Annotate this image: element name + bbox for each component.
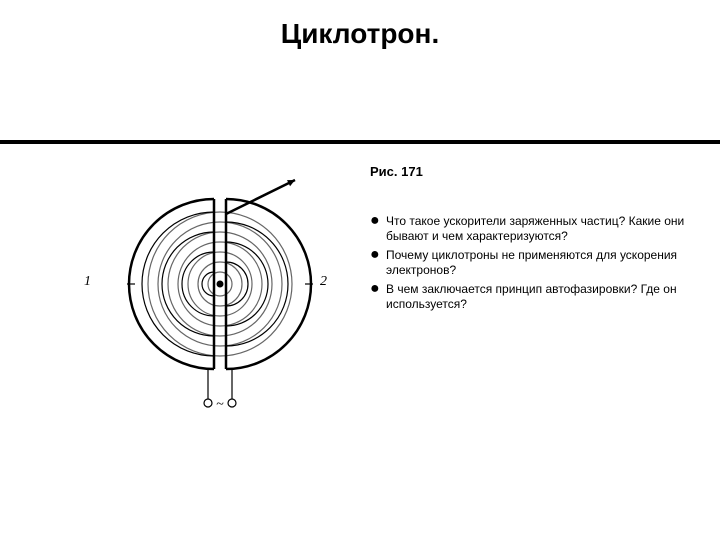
bullet-icon: ●	[370, 248, 386, 278]
list-item: ● Почему циклотроны не применяются для у…	[370, 248, 700, 278]
question-list: ● Что такое ускорители заряженных частиц…	[370, 214, 700, 316]
svg-text:~: ~	[216, 397, 224, 412]
question-text: Что такое ускорители заряженных частиц? …	[386, 214, 700, 244]
list-item: ● Что такое ускорители заряженных частиц…	[370, 214, 700, 244]
page-title: Циклотрон.	[0, 0, 720, 50]
dee-label-right: 2	[320, 274, 327, 290]
question-text: В чем заключается принцип автофазировки?…	[386, 282, 700, 312]
list-item: ● В чем заключается принцип автофазировк…	[370, 282, 700, 312]
figure-caption: Рис. 171	[370, 164, 423, 179]
dee-label-left: 1	[84, 274, 91, 290]
question-text: Почему циклотроны не применяются для уск…	[386, 248, 700, 278]
page: Циклотрон. ~ 1 2 Рис. 171 ● Что такое ус…	[0, 0, 720, 540]
bullet-icon: ●	[370, 282, 386, 312]
cyclotron-svg: ~	[90, 174, 350, 434]
cyclotron-diagram: ~ 1 2	[90, 174, 350, 434]
bullet-icon: ●	[370, 214, 386, 244]
horizontal-rule	[0, 140, 720, 144]
